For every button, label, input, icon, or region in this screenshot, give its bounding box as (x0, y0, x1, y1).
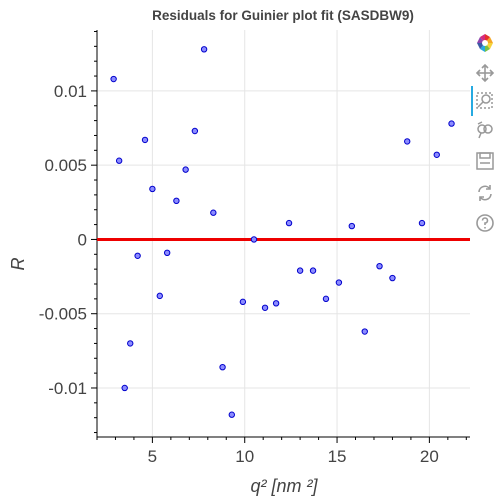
data-point (404, 138, 411, 145)
data-point (219, 363, 226, 371)
data-point (228, 411, 235, 418)
y-tick-label: 0.01 (54, 82, 87, 101)
x-tick-label: 15 (328, 447, 347, 466)
wheel-zoom-icon[interactable] (474, 120, 496, 142)
data-point (115, 157, 123, 164)
data-point (322, 295, 330, 303)
data-point (361, 328, 368, 335)
bokeh-logo-icon[interactable] (474, 32, 496, 54)
save-icon[interactable] (474, 150, 496, 172)
data-point (121, 384, 128, 392)
data-point (200, 46, 208, 53)
data-point (250, 236, 258, 243)
data-point (141, 136, 149, 144)
data-point (296, 267, 304, 274)
x-axis-label: q² [nm ²] (250, 476, 318, 496)
data-point (272, 300, 280, 307)
chart-title: Residuals for Guinier plot fit (SASDBW9) (152, 8, 414, 23)
help-icon[interactable] (474, 212, 496, 234)
data-point (110, 75, 117, 83)
plot-frame (96, 30, 470, 438)
toolbar (471, 29, 499, 269)
data-point (433, 151, 440, 158)
data-point (173, 197, 180, 205)
pan-icon[interactable] (474, 62, 496, 84)
data-point (285, 219, 293, 227)
data-point (448, 120, 455, 127)
data-point (149, 185, 156, 193)
data-point (191, 127, 199, 135)
x-tick-label: 20 (420, 447, 439, 466)
data-point (389, 274, 396, 282)
data-point (210, 209, 217, 216)
data-point (348, 222, 356, 230)
data-point (163, 249, 171, 257)
x-axis: 5 10 15 20 (96, 437, 467, 466)
data-point (376, 262, 383, 270)
x-tick-label: 10 (235, 447, 254, 466)
data-point (309, 267, 317, 274)
y-tick-label: 0 (78, 230, 87, 249)
data-point (156, 292, 163, 300)
data-point (335, 279, 343, 286)
data-point (418, 219, 426, 227)
data-points (110, 46, 455, 418)
y-axis: 0.01 0.005 0 -0.005 -0.01 (39, 30, 97, 434)
data-point (239, 298, 247, 306)
active-tool-indicator (471, 86, 473, 116)
y-tick-label: -0.005 (39, 305, 87, 324)
y-axis-label: R (8, 258, 28, 271)
data-point (261, 304, 269, 311)
box-zoom-icon[interactable] (474, 90, 496, 112)
data-point (134, 252, 141, 259)
y-tick-label: -0.01 (48, 379, 87, 398)
reset-icon[interactable] (474, 182, 496, 204)
y-tick-label: 0.005 (44, 156, 87, 175)
data-point (182, 166, 189, 173)
data-point (127, 340, 134, 347)
x-tick-label: 5 (148, 447, 157, 466)
grid (97, 30, 470, 437)
